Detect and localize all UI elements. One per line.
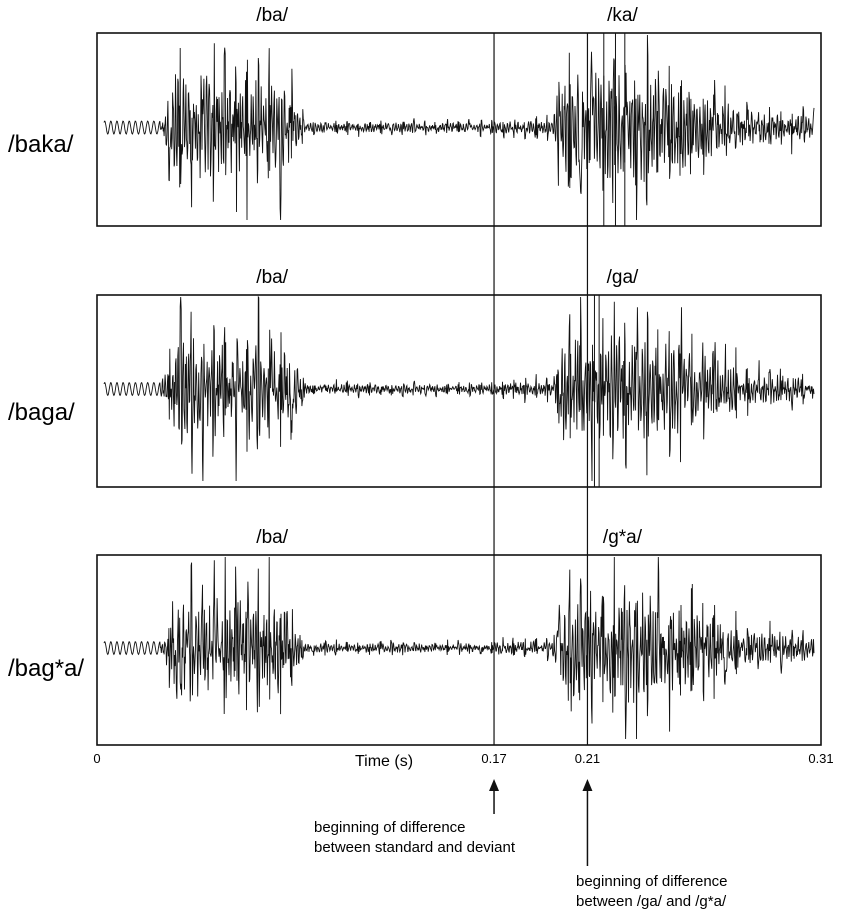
panel-frame bbox=[96, 554, 822, 746]
annotation-text: between standard and deviant bbox=[314, 839, 516, 856]
x-tick-label: 0.31 bbox=[808, 751, 833, 766]
annotation-arrow-head bbox=[582, 779, 593, 791]
x-tick-label: 0.21 bbox=[575, 751, 600, 766]
x-tick-label: 0 bbox=[93, 751, 100, 766]
annotation-text: between /ga/ and /g*a/ bbox=[576, 893, 727, 910]
syllable-label: /ba/ bbox=[256, 5, 288, 26]
waveform-trace bbox=[103, 556, 815, 740]
waveform-trace bbox=[103, 34, 815, 221]
annotation-text: beginning of difference bbox=[314, 819, 466, 836]
word-label: /baga/ bbox=[8, 399, 75, 426]
syllable-label: /g*a/ bbox=[603, 527, 643, 548]
syllable-label: /ba/ bbox=[256, 527, 288, 548]
panel-frame bbox=[96, 32, 822, 227]
syllable-label: /ga/ bbox=[607, 267, 639, 288]
panel-frame bbox=[96, 294, 822, 488]
annotation-arrow-head bbox=[489, 779, 500, 791]
annotation-text: beginning of difference bbox=[576, 873, 728, 890]
x-axis-label: Time (s) bbox=[355, 753, 413, 770]
word-label: /baka/ bbox=[8, 131, 74, 158]
syllable-label: /ba/ bbox=[256, 267, 288, 288]
syllable-label: /ka/ bbox=[607, 5, 638, 26]
x-tick-label: 0.17 bbox=[481, 751, 506, 766]
waveform-trace bbox=[103, 295, 815, 482]
word-label: /bag*a/ bbox=[8, 655, 84, 682]
